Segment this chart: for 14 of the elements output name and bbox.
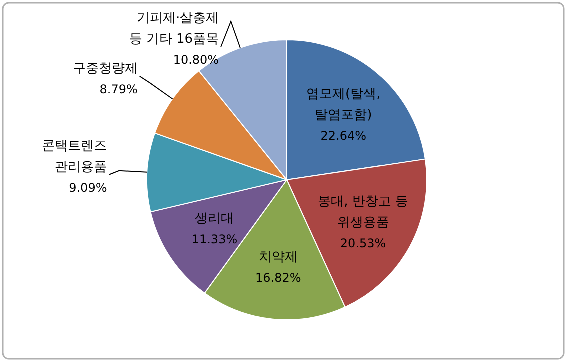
slice-label: 생리대 <box>195 212 234 227</box>
slice-label: 기피제·살충제 등 기타 16품목 <box>129 11 220 47</box>
data-label: 8.79% <box>100 82 138 96</box>
data-label: 10.80% <box>173 53 220 67</box>
data-label: 16.82% <box>256 270 302 285</box>
data-label: 20.53% <box>340 236 386 250</box>
slice-label: 콘택트렌즈 관리용품 <box>42 138 108 175</box>
data-label: 9.09% <box>69 180 108 195</box>
slice-label: 치약제 <box>258 250 298 265</box>
slice-label: 염모제(탈색, 탈염포함) <box>306 87 381 124</box>
data-label: 11.33% <box>192 232 238 247</box>
slice-label: 봉대, 반창고 등 위생용품 <box>318 194 409 230</box>
slice-label: 구중청량제 <box>72 61 138 76</box>
data-label: 22.64% <box>320 129 367 144</box>
